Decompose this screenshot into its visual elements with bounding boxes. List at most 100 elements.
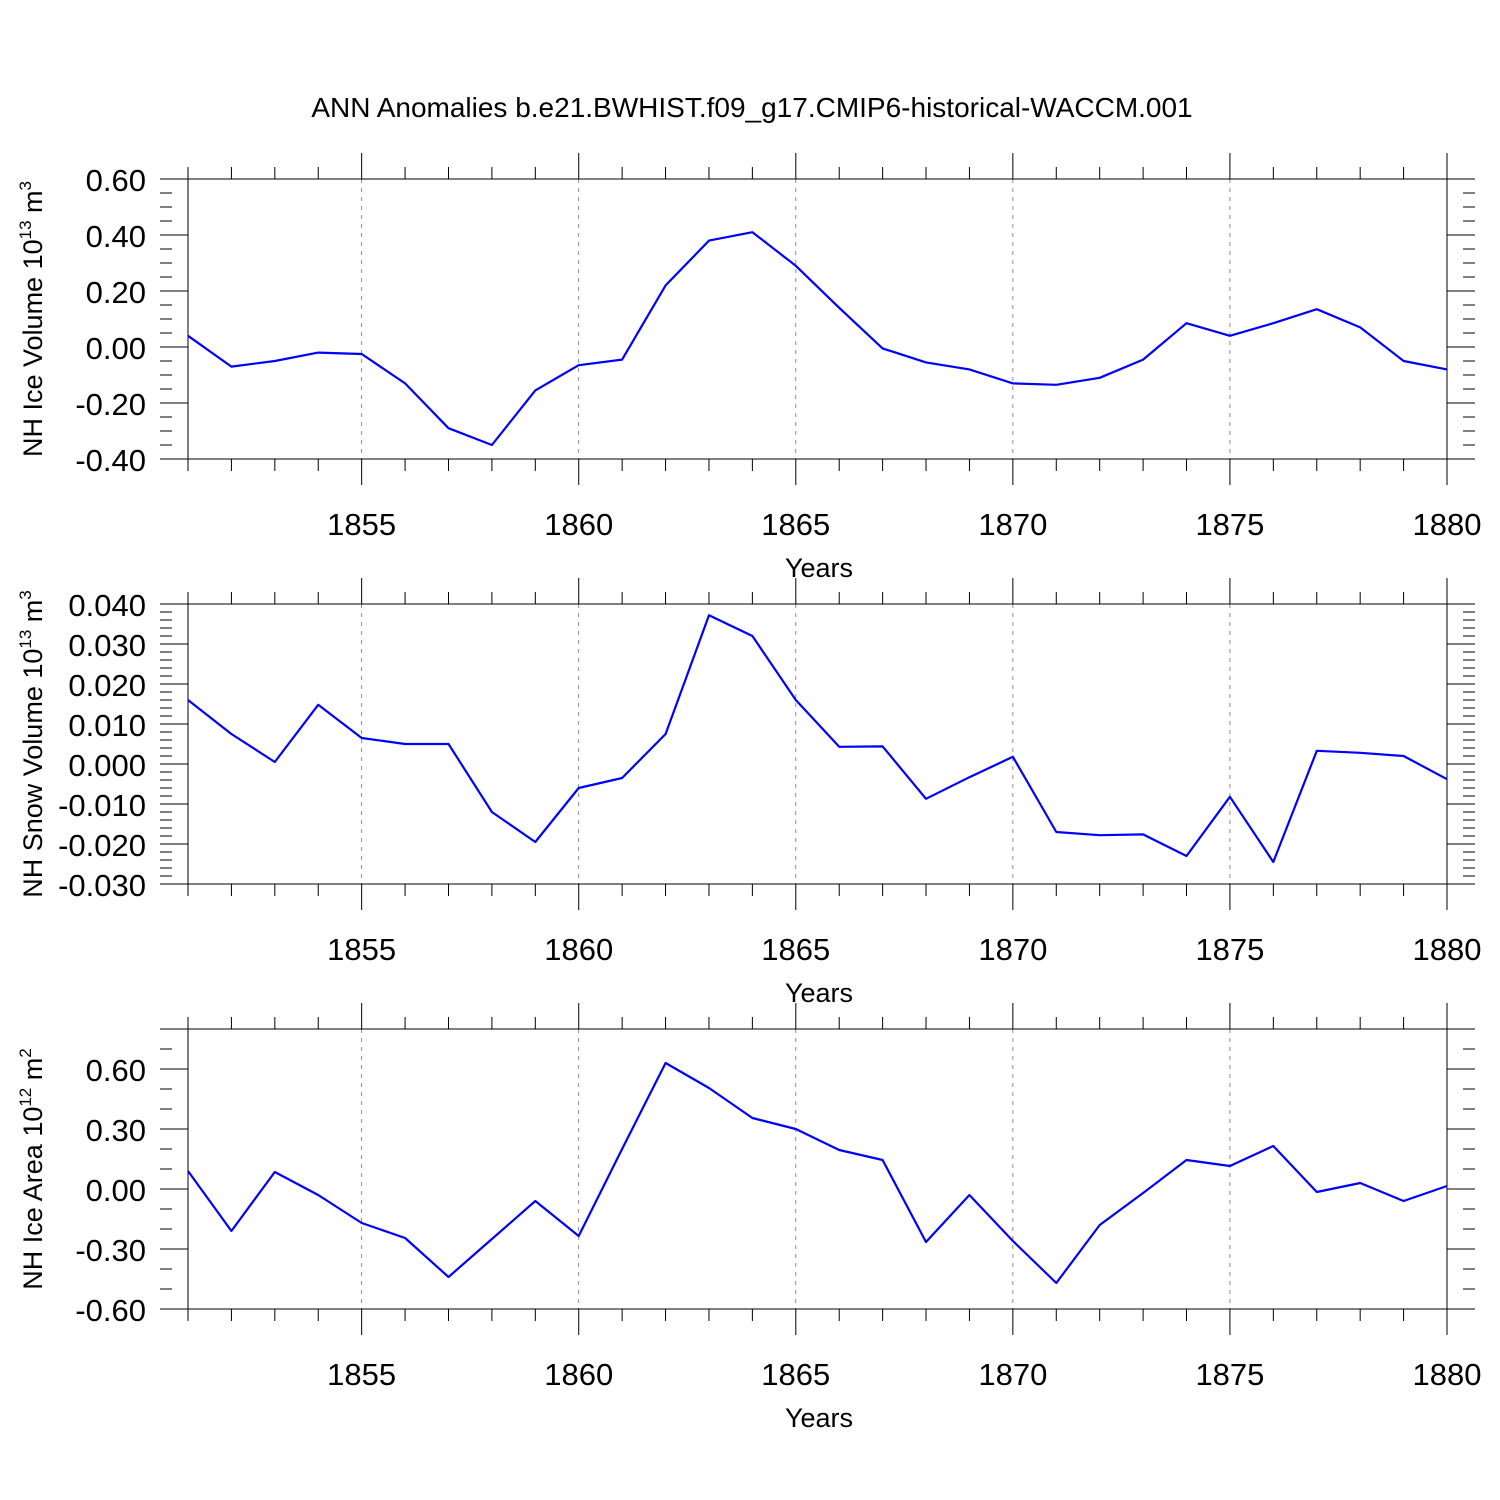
data-point: [795, 700, 796, 701]
data-point: [1143, 834, 1144, 835]
y-tick-label: -0.20: [75, 387, 146, 422]
chart-title: ANN Anomalies b.e21.BWHIST.f09_g17.CMIP6…: [311, 92, 1192, 123]
y-tick-label: 0.60: [86, 1053, 146, 1088]
data-point: [1316, 309, 1317, 310]
x-tick-label: 1860: [544, 1357, 613, 1392]
data-point: [318, 704, 319, 705]
data-point: [665, 734, 666, 735]
data-point: [361, 1223, 362, 1224]
data-point: [708, 615, 709, 616]
data-point: [926, 1242, 927, 1243]
data-point: [1186, 1160, 1187, 1161]
data-point: [665, 1063, 666, 1064]
data-point: [405, 1238, 406, 1239]
x-tick-label: 1865: [761, 932, 830, 967]
y-tick-label: 0.000: [68, 748, 146, 783]
x-tick-label: 1860: [544, 507, 613, 542]
data-point: [578, 1236, 579, 1237]
y-tick-label: -0.010: [58, 788, 146, 823]
data-point: [1360, 1183, 1361, 1184]
data-point: [1143, 359, 1144, 360]
data-point: [1316, 750, 1317, 751]
data-point: [491, 445, 492, 446]
data-point: [1229, 335, 1230, 336]
data-point: [405, 744, 406, 745]
data-point: [1403, 756, 1404, 757]
y-tick-label: 0.40: [86, 219, 146, 254]
y-tick-label: 0.60: [86, 163, 146, 198]
series-line: [187, 614, 1448, 864]
data-point: [1099, 1225, 1100, 1226]
y-tick-label: -0.40: [75, 443, 146, 478]
data-point: [1447, 369, 1448, 370]
data-point: [795, 265, 796, 266]
data-point: [448, 1277, 449, 1278]
data-point: [578, 788, 579, 789]
data-point: [926, 798, 927, 799]
data-point: [622, 359, 623, 360]
x-tick-label: 1875: [1195, 1357, 1264, 1392]
y-tick-label: -0.020: [58, 828, 146, 863]
x-tick-label: 1865: [761, 1357, 830, 1392]
data-point: [1273, 1146, 1274, 1147]
data-point: [1012, 756, 1013, 757]
y-tick-label: 0.30: [86, 1113, 146, 1148]
y-tick-label: 0.010: [68, 708, 146, 743]
series-line: [187, 231, 1448, 447]
data-point: [1447, 779, 1448, 780]
data-point: [1403, 1201, 1404, 1202]
data-point: [839, 307, 840, 308]
data-point: [969, 777, 970, 778]
data-point: [274, 1172, 275, 1173]
data-point: [1403, 361, 1404, 362]
y-tick-label: 0.040: [68, 588, 146, 623]
data-point: [1056, 384, 1057, 385]
data-point: [1360, 327, 1361, 328]
y-axis-label: NH Ice Volume 1013 m3: [16, 181, 48, 457]
data-point: [361, 738, 362, 739]
data-point: [535, 390, 536, 391]
x-axis-label: Years: [785, 978, 853, 1008]
data-point: [361, 354, 362, 355]
data-point: [1316, 1192, 1317, 1193]
data-point: [1229, 1166, 1230, 1167]
panel-ice-area: -0.60 -0.30 0.00 0.30 0.60 1855 1860 1865 1870 18…: [16, 1003, 1481, 1433]
data-point: [1099, 377, 1100, 378]
y-tick-label: -0.030: [58, 868, 146, 903]
data-point: [231, 366, 232, 367]
data-point: [1447, 1186, 1448, 1187]
data-point: [1186, 323, 1187, 324]
data-point: [882, 1160, 883, 1161]
data-point: [665, 285, 666, 286]
data-point: [1056, 1283, 1057, 1284]
x-tick-label: 1875: [1195, 932, 1264, 967]
data-point: [752, 1118, 753, 1119]
data-point: [1099, 835, 1100, 836]
data-point: [622, 1149, 623, 1150]
data-point: [405, 383, 406, 384]
data-point: [839, 746, 840, 747]
y-tick-label: -0.60: [75, 1293, 146, 1328]
data-point: [969, 369, 970, 370]
data-point: [318, 352, 319, 353]
data-point: [535, 842, 536, 843]
y-axis-label: NH Ice Area 1012 m2: [16, 1048, 48, 1289]
data-point: [274, 762, 275, 763]
y-tick-label: 0.030: [68, 628, 146, 663]
panel-snow-volume: -0.030 -0.020 -0.010 0.000 0.010 0.020 0.030 0.…: [16, 578, 1481, 1008]
x-tick-label: 1870: [978, 1357, 1047, 1392]
data-point: [1012, 1241, 1013, 1242]
x-tick-label: 1880: [1413, 1357, 1482, 1392]
data-point: [1273, 862, 1274, 863]
x-axis-label: Years: [785, 553, 853, 583]
x-tick-label: 1875: [1195, 507, 1264, 542]
data-point: [188, 1171, 189, 1172]
data-point: [578, 365, 579, 366]
y-axis-label: NH Snow Volume 1013 m3: [16, 590, 48, 898]
data-point: [318, 1195, 319, 1196]
x-tick-label: 1880: [1413, 507, 1482, 542]
data-point: [752, 232, 753, 233]
data-point: [491, 1239, 492, 1240]
data-point: [535, 1201, 536, 1202]
